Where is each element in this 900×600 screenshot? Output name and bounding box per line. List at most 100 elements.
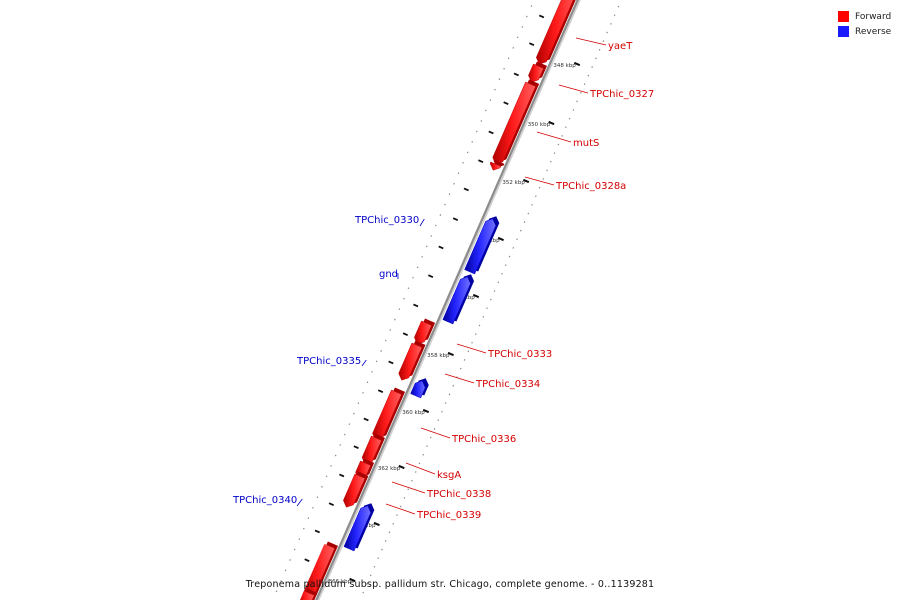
gene-label-tpchic-0327[interactable]: TPChic_0327	[589, 89, 654, 100]
gene-label-tpchic-0340[interactable]: TPChic_0340	[232, 495, 297, 506]
gene-tpchic-0327[interactable]	[528, 61, 547, 83]
backbone-line	[315, 0, 579, 600]
gene-connector-tpchic-0327	[558, 84, 589, 94]
gene-connector-tpchic-0338	[391, 481, 426, 494]
minor-tick	[328, 502, 334, 507]
gene-tpchic-0340[interactable]	[343, 503, 375, 552]
legend-label-forward: Forward	[855, 11, 892, 22]
minor-tick	[413, 303, 419, 308]
gene-body	[536, 0, 574, 65]
gene-connector-tpchic-0340	[296, 498, 303, 507]
gene-body	[398, 342, 423, 381]
gene-connector-muts	[536, 131, 572, 143]
gene-body	[343, 505, 372, 552]
minor-tick	[438, 245, 444, 250]
minor-tick	[488, 130, 494, 135]
gene-connector-tpchic-0335	[361, 359, 367, 367]
minor-tick	[353, 445, 359, 450]
legend-item-reverse: Reverse	[838, 24, 891, 39]
gene-body	[302, 544, 335, 599]
gene-connector-yaet	[575, 37, 607, 46]
tick-label: 358 kbp	[427, 353, 450, 359]
gene-body	[442, 276, 471, 325]
gene-partial-2[interactable]	[297, 588, 318, 600]
major-tick	[422, 408, 430, 414]
dotted-guide-line	[274, 0, 535, 595]
gene-label-tpchic-0330[interactable]: TPChic_0330	[354, 215, 419, 226]
gene-features	[297, 0, 582, 600]
major-tick	[472, 293, 480, 299]
tick-label: 348 kbp	[553, 63, 576, 69]
gene-connector-tpchic-0334	[444, 373, 475, 384]
minor-tick	[452, 217, 459, 222]
gene-labels: yaeT TPChic_0327 mutS TPChic_0328a TPChic_03…	[232, 37, 654, 521]
gene-label-gnd[interactable]: gnd	[379, 269, 398, 280]
legend-item-forward: Forward	[838, 9, 891, 24]
gene-label-tpchic-0336[interactable]: TPChic_0336	[451, 434, 516, 445]
legend-label-reverse: Reverse	[855, 26, 892, 37]
major-tick	[349, 577, 356, 583]
gene-connector-tpchic-0336	[420, 427, 451, 439]
gene-label-tpchic-0338[interactable]: TPChic_0338	[426, 489, 491, 500]
minor-tick	[427, 274, 434, 279]
minor-tick	[478, 159, 484, 164]
gene-body	[489, 161, 502, 171]
map-caption: Treponema pallidum subsp. pallidum str. …	[245, 579, 655, 590]
gene-label-tpchic-0335[interactable]: TPChic_0335	[296, 356, 361, 367]
minor-tick	[503, 101, 509, 106]
backbone-shadow	[316, 0, 581, 600]
reverse-swatch	[838, 26, 849, 37]
minor-tick	[314, 529, 320, 534]
gene-connector-tpchic-0330	[419, 218, 425, 227]
tick-label: 366 kbp	[329, 579, 352, 585]
major-tick	[373, 521, 380, 527]
major-tick	[398, 464, 405, 470]
major-tick	[522, 178, 530, 184]
major-tick	[497, 236, 504, 242]
gene-label-tpchic-0328a[interactable]: TPChic_0328a	[555, 181, 626, 192]
gene-tpchic-0334[interactable]	[398, 340, 426, 381]
gene-body	[528, 63, 544, 83]
gene-label-ksga[interactable]: ksgA	[437, 470, 461, 481]
minor-tick	[463, 187, 469, 192]
gene-yaet[interactable]	[536, 0, 582, 65]
tick-label: 362 kbp	[378, 466, 401, 472]
gene-tpchic-0339[interactable]	[343, 471, 369, 508]
major-tick	[573, 61, 581, 67]
gene-partial-1[interactable]	[302, 541, 338, 599]
gene-connector-tpchic-0333	[456, 343, 487, 354]
minor-tick	[538, 14, 545, 19]
tick-label: 352 kbp	[502, 180, 525, 186]
gene-body	[464, 218, 497, 275]
minor-tick	[363, 417, 369, 422]
major-tick	[447, 351, 454, 357]
minor-tick	[402, 332, 409, 337]
forward-swatch	[838, 11, 849, 22]
gene-tpchic-0335[interactable]	[410, 378, 429, 399]
major-tick	[548, 120, 555, 126]
gene-label-tpchic-0339[interactable]: TPChic_0339	[416, 510, 481, 521]
minor-tick	[339, 473, 345, 478]
tick-label: 360 kbp	[402, 410, 425, 416]
gene-tpchic-0328a[interactable]	[489, 159, 505, 171]
gene-body	[410, 380, 426, 399]
gene-connector-tpchic-0328a	[524, 176, 555, 186]
gene-tpchic-0330[interactable]	[464, 216, 500, 275]
gene-label-muts[interactable]: mutS	[573, 138, 599, 149]
gene-label-tpchic-0333[interactable]: TPChic_0333	[487, 349, 552, 360]
dotted-guide-line	[359, 5, 620, 600]
gene-body	[299, 591, 314, 600]
tick-label: 350 kbp	[528, 122, 551, 128]
minor-tick	[388, 360, 394, 365]
minor-tick	[304, 558, 310, 563]
gene-body	[343, 473, 366, 508]
gene-label-tpchic-0334[interactable]: TPChic_0334	[475, 379, 540, 390]
gene-label-yaet[interactable]: yaeT	[608, 41, 633, 52]
legend: Forward Reverse	[838, 9, 891, 39]
gene-gnd[interactable]	[442, 274, 475, 325]
gene-connector-tpchic-0339	[385, 503, 416, 515]
genome-backbone	[315, 0, 581, 600]
minor-tick	[529, 42, 535, 47]
gene-connector-ksga	[405, 462, 436, 475]
